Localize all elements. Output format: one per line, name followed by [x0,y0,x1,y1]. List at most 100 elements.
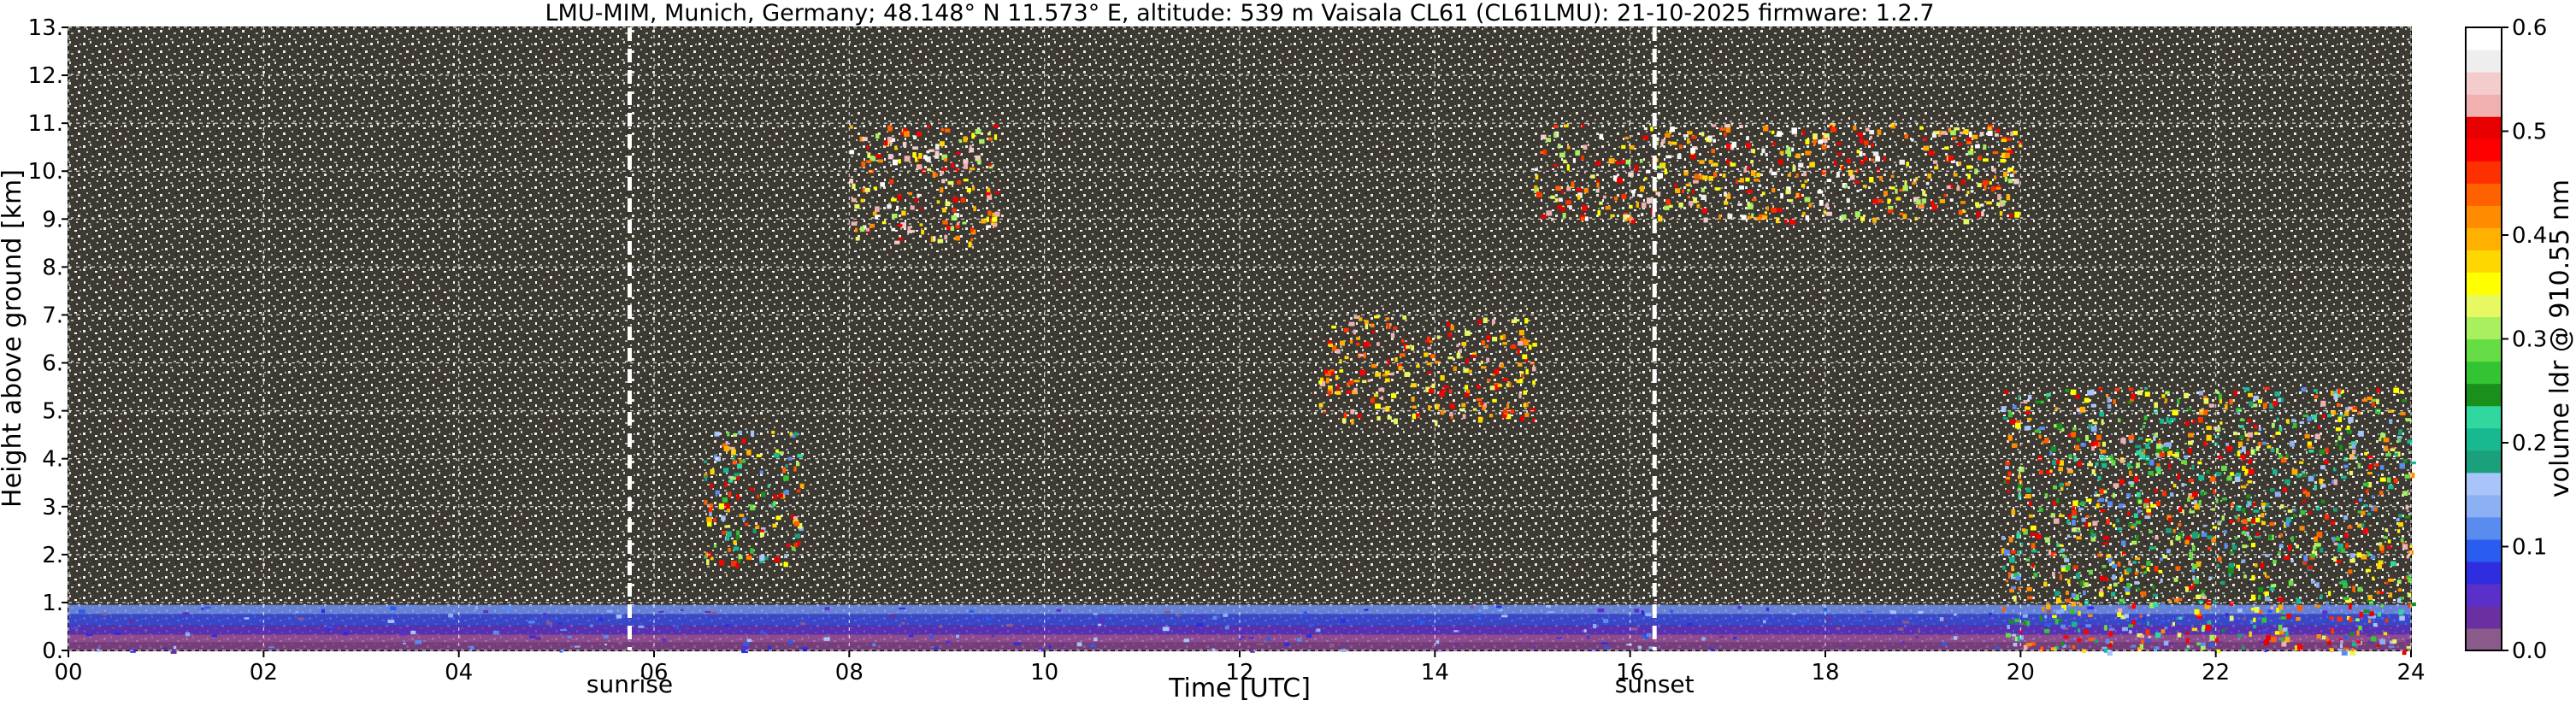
field-cell [912,152,916,156]
field-cell [2215,389,2219,394]
field-cell [2038,434,2042,439]
field-cell [2352,406,2357,410]
field-cell [1714,187,1721,191]
field-cell [2319,478,2323,485]
field-cell [2278,597,2284,603]
field-cell [2058,467,2063,472]
field-cell [773,501,776,507]
field-cell [2314,485,2317,491]
chart-title: LMU-MIM, Munich, Germany; 48.148° N 11.5… [545,0,1934,26]
field-cell [2262,629,2268,632]
field-cell [1853,126,1857,131]
field-cell [1516,379,1523,384]
field-cell [737,463,742,469]
field-cell [1804,197,1811,203]
field-cell [1761,191,1765,196]
field-cell [1558,197,1563,203]
field-cell [1196,615,1203,618]
field-cell [2078,610,2081,616]
field-cell [910,205,915,210]
field-cell [2396,438,2402,443]
field-cell [2209,634,2215,641]
field-cell [2136,587,2141,591]
field-cell [1826,211,1832,216]
field-cell [1756,173,1760,178]
field-cell [823,637,830,641]
field-cell [2043,628,2050,633]
field-cell [2181,483,2185,487]
field-cell [917,131,922,137]
field-cell [2278,624,2283,631]
field-cell [2355,618,2360,622]
field-cell [2184,647,2190,651]
field-cell [901,621,905,625]
field-cell [1385,405,1390,412]
field-cell [2025,558,2031,562]
field-cell [987,137,993,141]
field-cell [899,237,903,242]
field-cell [1994,175,1997,180]
field-cell [403,642,406,644]
field-cell [1860,615,1865,617]
field-cell [914,197,918,203]
field-cell [993,223,998,227]
field-cell [2235,515,2239,520]
field-cell [732,460,737,465]
field-cell [2347,526,2353,529]
field-cell [1944,146,1949,150]
field-cell [1836,172,1840,178]
field-cell [1357,414,1363,418]
field-cell [981,218,987,224]
colorbar-swatch [2466,50,2502,73]
field-cell [2128,465,2134,469]
field-cell [795,462,800,467]
field-cell [2218,556,2222,562]
field-cell [2154,409,2158,414]
field-cell [2162,491,2166,497]
field-cell [1671,141,1677,145]
field-cell [2267,609,2273,613]
field-cell [1296,638,1302,642]
field-cell [2011,509,2016,515]
field-cell [2191,544,2196,551]
field-cell [2349,445,2354,449]
field-cell [2103,542,2108,545]
field-cell [2291,468,2298,475]
field-cell [2383,438,2390,443]
colorbar-tick-label: 0.1 [2512,535,2547,561]
field-cell [2100,509,2106,513]
field-cell [2198,391,2203,396]
field-cell [2337,547,2341,553]
field-cell [901,210,906,216]
field-cell [749,487,755,491]
field-cell [2018,586,2021,591]
field-cell [2009,174,2014,178]
field-cell [2337,392,2342,397]
field-cell [2185,638,2190,644]
field-cell [2341,389,2344,394]
field-cell [2186,497,2191,502]
field-cell [1563,124,1569,128]
field-cell [2255,517,2261,523]
field-cell [1681,189,1685,193]
field-cell [2340,548,2346,553]
field-cell [2242,527,2248,531]
field-cell [2313,545,2317,550]
field-cell [2052,615,2057,618]
field-cell [2128,560,2131,566]
field-cell [1869,130,1875,135]
field-cell [1076,642,1082,647]
field-cell [2124,614,2129,619]
field-cell [2132,561,2137,564]
field-cell [2184,421,2190,427]
x-axis-title: Time [UTC] [1168,674,1311,703]
field-cell [2097,475,2101,481]
field-cell [2103,535,2109,540]
field-cell [865,160,871,163]
field-cell [326,628,331,632]
field-cell [1425,339,1430,344]
field-cell [2305,491,2310,497]
field-cell [298,617,304,621]
field-cell [1872,217,1877,223]
field-cell [2402,491,2408,497]
